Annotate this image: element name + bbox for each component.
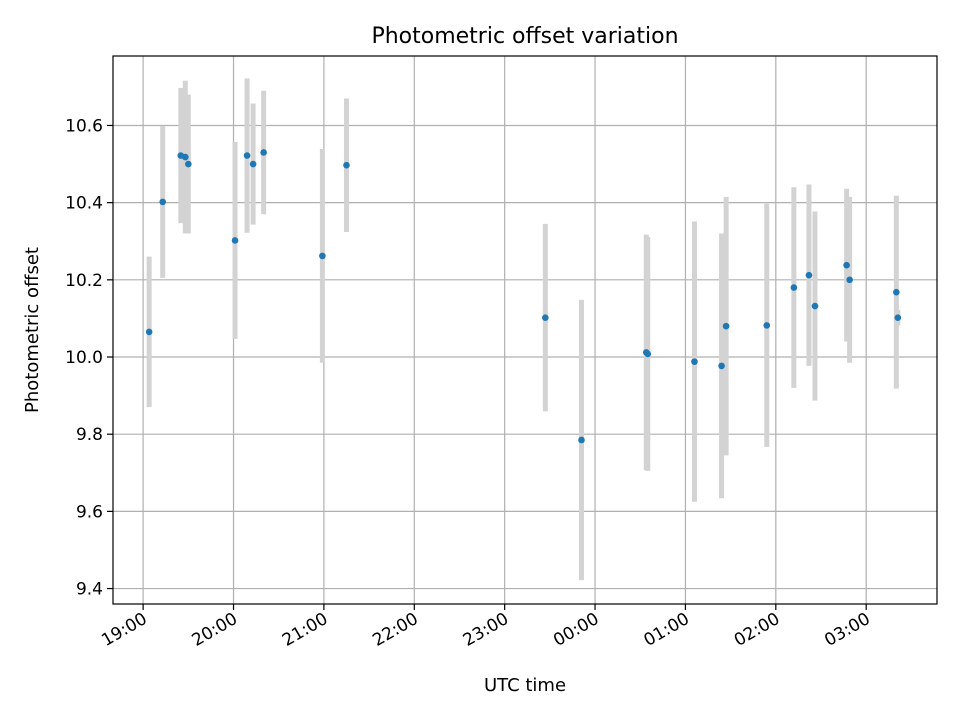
data-point: [260, 149, 267, 156]
data-point: [811, 302, 819, 310]
data-point: [763, 322, 771, 329]
data-points: [145, 149, 902, 444]
data-point: [231, 237, 239, 244]
x-axis-label: UTC time: [484, 675, 566, 696]
data-point: [182, 153, 189, 161]
data-point: [805, 271, 813, 279]
data-point: [790, 284, 798, 291]
data-point: [846, 276, 853, 284]
data-point: [319, 252, 326, 260]
y-tick-label: 9.4: [76, 580, 103, 600]
y-tick-label: 9.8: [76, 425, 103, 445]
data-point: [691, 358, 698, 365]
data-point: [718, 362, 725, 370]
data-point: [249, 160, 257, 168]
data-point: [894, 314, 902, 321]
data-point: [243, 152, 251, 159]
y-tick-label: 10.0: [65, 348, 103, 368]
data-point: [578, 436, 585, 444]
data-point: [185, 160, 192, 168]
chart-title: Photometric offset variation: [371, 24, 678, 49]
data-point: [843, 261, 850, 269]
data-point: [343, 161, 350, 169]
data-point: [644, 350, 652, 358]
y-tick-label: 9.6: [76, 502, 103, 522]
y-axis-label: Photometric offset: [22, 247, 43, 413]
y-tick-label: 10.4: [65, 194, 103, 214]
y-tick-label: 10.2: [65, 271, 103, 291]
data-point: [159, 198, 167, 206]
data-point: [542, 314, 549, 321]
y-tick-label: 10.6: [65, 116, 103, 136]
data-point: [893, 288, 900, 296]
data-point: [145, 328, 153, 336]
plot-area-frame: [112, 55, 938, 605]
data-point: [722, 322, 730, 330]
